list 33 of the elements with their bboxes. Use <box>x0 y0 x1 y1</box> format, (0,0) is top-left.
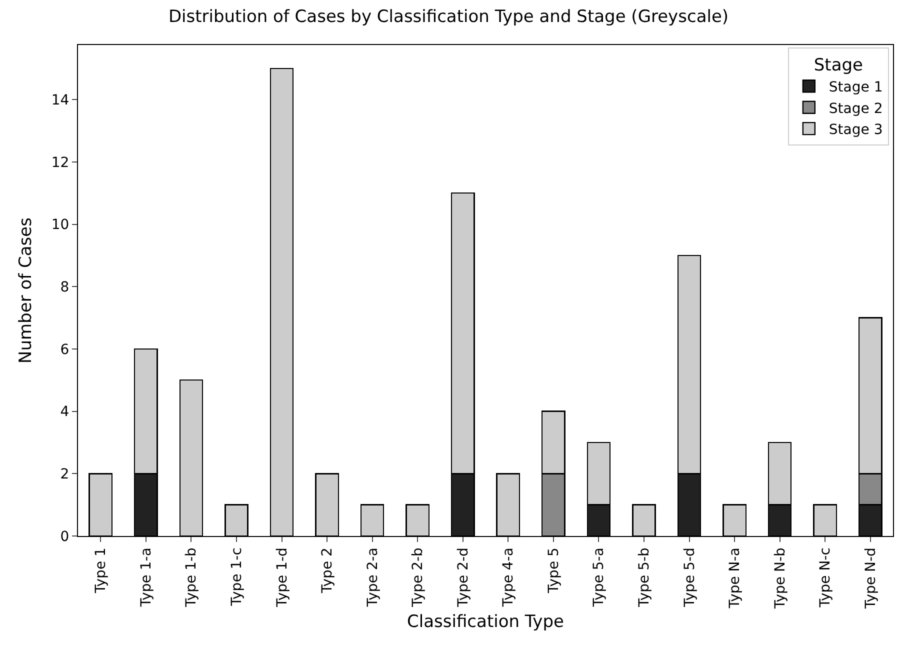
x-tick-label: Type N-d <box>862 548 879 610</box>
legend-label: Stage 1 <box>828 80 883 96</box>
legend-label: Stage 2 <box>828 100 883 117</box>
x-tick-label: Type 2-d <box>455 548 472 608</box>
x-tick-label: Type 1 <box>93 548 110 594</box>
x-tick-label: Type 5-a <box>591 548 608 608</box>
y-tick-label: 4 <box>60 404 70 420</box>
x-tick-label: Type N-a <box>727 548 744 610</box>
y-tick-label: 0 <box>60 528 70 545</box>
y-tick-label: 2 <box>60 466 70 483</box>
x-tick-label: Type N-b <box>772 548 788 610</box>
x-tick-label: Type 5-d <box>682 548 698 608</box>
y-tick-label: 6 <box>60 342 70 358</box>
chart-title: Distribution of Cases by Classification Type and Stage (Greyscale) <box>168 6 729 27</box>
y-tick-label: 8 <box>60 280 70 296</box>
legend-label: Stage 3 <box>828 122 883 138</box>
x-tick-label: Type 4-a <box>500 548 517 608</box>
y-tick-label: 14 <box>51 92 70 108</box>
x-tick-label: Type N-c <box>818 548 834 608</box>
y-tick-label: 10 <box>51 217 70 234</box>
y-tick-label: 12 <box>51 154 70 171</box>
x-tick-label: Type 1-d <box>274 548 290 608</box>
x-tick-label: Type 5-b <box>636 547 653 608</box>
x-tick-label: Type 1-b <box>184 547 200 608</box>
x-tick-label: Type 1-a <box>138 548 154 608</box>
x-tick-label: Type 2 <box>320 548 336 594</box>
x-tick-label: Type 1-c <box>229 548 246 607</box>
x-tick-label: Type 5 <box>546 548 562 594</box>
y-axis-title: Number of Cases <box>16 217 36 364</box>
x-tick-label: Type 2-a <box>364 548 381 608</box>
x-tick-label: Type 2-b <box>410 547 426 608</box>
legend-title: Stage <box>814 56 863 76</box>
x-axis-title: Classification Type <box>407 612 564 632</box>
